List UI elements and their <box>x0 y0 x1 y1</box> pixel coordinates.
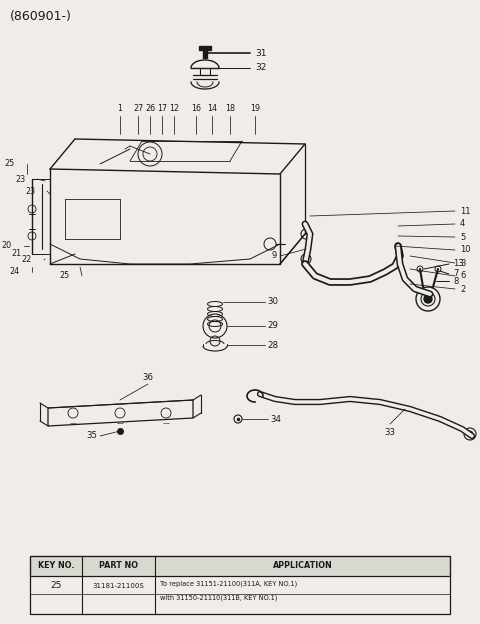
Text: 34: 34 <box>270 414 281 424</box>
Text: 16: 16 <box>191 104 201 113</box>
Text: 31: 31 <box>255 49 266 57</box>
Text: 20: 20 <box>2 241 12 250</box>
Text: (860901-): (860901-) <box>10 10 72 23</box>
Text: 27: 27 <box>133 104 143 113</box>
Text: KEY NO.: KEY NO. <box>38 562 74 570</box>
Text: 18: 18 <box>225 104 235 113</box>
Text: 10: 10 <box>460 245 470 255</box>
Bar <box>199 46 211 50</box>
Text: 12: 12 <box>169 104 179 113</box>
Bar <box>30 556 450 614</box>
Text: 7: 7 <box>453 270 458 278</box>
Text: PART NO: PART NO <box>99 562 138 570</box>
Text: 13: 13 <box>453 260 464 268</box>
Text: APPLICATION: APPLICATION <box>273 562 332 570</box>
Text: 8: 8 <box>453 276 458 286</box>
Text: 6: 6 <box>460 271 466 281</box>
Text: 2: 2 <box>460 285 465 293</box>
Text: 30: 30 <box>267 298 278 306</box>
Text: 14: 14 <box>207 104 217 113</box>
Text: 4: 4 <box>460 220 465 228</box>
Text: with 31150-21110(311B, KEY NO.1): with 31150-21110(311B, KEY NO.1) <box>160 595 277 602</box>
Text: 25: 25 <box>60 271 70 281</box>
Text: 25: 25 <box>50 582 62 590</box>
Text: 33: 33 <box>384 428 396 437</box>
Text: 17: 17 <box>157 104 167 113</box>
Text: 32: 32 <box>255 64 266 72</box>
Text: 24: 24 <box>10 268 20 276</box>
Text: 36: 36 <box>143 373 154 382</box>
Bar <box>30 556 450 576</box>
Text: To replace 31151-21100(311A, KEY NO.1): To replace 31151-21100(311A, KEY NO.1) <box>160 581 297 587</box>
Text: 5: 5 <box>460 233 465 241</box>
Text: 9: 9 <box>272 251 277 260</box>
Text: 26: 26 <box>145 104 155 113</box>
Text: 28: 28 <box>267 341 278 349</box>
Text: 23: 23 <box>25 187 35 195</box>
Text: 23: 23 <box>15 175 25 183</box>
Text: 29: 29 <box>267 321 278 331</box>
Text: 19: 19 <box>250 104 260 113</box>
Text: 11: 11 <box>460 207 470 215</box>
Text: 31181-21100S: 31181-21100S <box>93 583 144 589</box>
Text: 25: 25 <box>5 160 15 168</box>
Text: 3: 3 <box>460 258 466 268</box>
Text: 22: 22 <box>22 255 32 265</box>
Bar <box>203 48 207 58</box>
Text: 1: 1 <box>118 104 122 113</box>
Circle shape <box>424 295 432 303</box>
Text: 35: 35 <box>86 432 97 441</box>
Text: 21: 21 <box>12 250 22 258</box>
